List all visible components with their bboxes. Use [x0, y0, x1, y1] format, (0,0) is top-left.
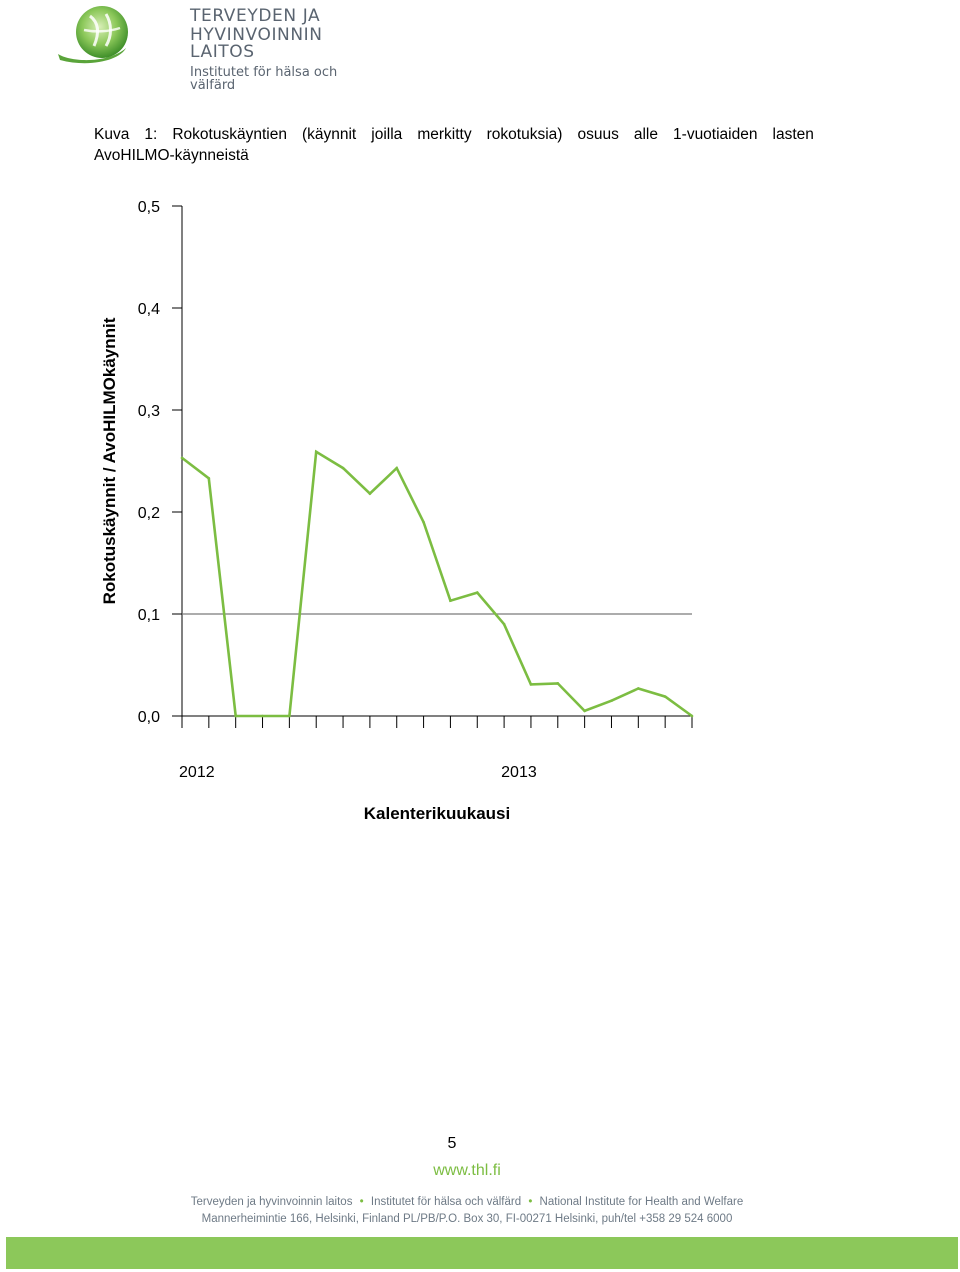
data-point: [529, 683, 533, 686]
caption-word: merkitty: [417, 126, 472, 143]
x-year-label: 2012: [179, 764, 215, 781]
org-name-sv: Institutet för hälsa och välfärd: [370, 1196, 522, 1208]
data-point: [234, 714, 237, 718]
caption-word: osuus: [577, 126, 619, 143]
caption-line-2: AvoHILMO-käynneistä: [94, 147, 249, 164]
y-tick-label: 0,1: [138, 607, 160, 624]
y-tick-label: 0,4: [138, 301, 160, 318]
thl-logo: TERVEYDEN JA HYVINVOINNIN LAITOS Institu…: [50, 2, 350, 92]
logo-line-2: HYVINVOINNIN LAITOS: [190, 25, 323, 62]
y-tick-label: 0,5: [138, 199, 160, 216]
series-group: [180, 449, 694, 718]
footer-address: Mannerheimintie 166, Helsinki, Finland P…: [201, 1213, 733, 1225]
bullet-separator: •: [528, 1196, 533, 1208]
logo-line-1: TERVEYDEN JA: [190, 6, 321, 26]
x-axis-title: Kalenterikuukausi: [364, 804, 510, 823]
caption-word: 1:: [144, 126, 158, 143]
bullet-separator: •: [359, 1196, 364, 1208]
footer-url-link[interactable]: www.thl.fi: [433, 1162, 501, 1179]
x-axis: 2012 2013: [179, 715, 693, 781]
data-point: [475, 591, 479, 594]
figure-caption: Kuva 1: Rokotuskäyntien (käynnit joilla …: [94, 124, 814, 166]
data-point: [422, 520, 425, 524]
data-point: [637, 687, 640, 690]
data-point: [341, 466, 345, 470]
y-axis: 0,0 0,1 0,2 0,3 0,4 0,5: [138, 199, 183, 726]
caption-word: Rokotuskäyntien: [172, 126, 287, 143]
thl-leaf-logo-icon: [58, 6, 128, 64]
data-point: [261, 714, 264, 718]
x-year-label: 2013: [501, 764, 537, 781]
data-point: [690, 714, 694, 718]
logo-line-3: Institutet för hälsa och välfärd: [190, 65, 338, 93]
caption-word: rokotuksia): [486, 126, 563, 143]
org-name-fi: Terveyden ja hyvinvoinnin laitos: [190, 1196, 353, 1208]
data-point: [610, 699, 613, 702]
data-point: [449, 599, 452, 603]
data-point: [395, 466, 399, 470]
caption-word: alle: [633, 126, 658, 143]
y-axis-title: Rokotuskäynnit / AvoHILMOkäynnit: [100, 317, 119, 604]
caption-word: joilla: [371, 126, 403, 143]
data-point: [502, 622, 506, 626]
y-tick-label: 0,0: [138, 709, 160, 726]
page-number: 5: [447, 1135, 457, 1152]
caption-word: (käynnit: [301, 126, 357, 143]
y-tick-label: 0,3: [138, 403, 160, 420]
data-point: [583, 709, 586, 713]
data-point: [314, 450, 318, 454]
caption-word: lasten: [772, 126, 814, 143]
data-point: [207, 477, 211, 480]
data-point: [663, 695, 667, 698]
y-tick-label: 0,2: [138, 505, 160, 522]
data-point: [556, 682, 560, 685]
caption-word: Kuva: [94, 126, 130, 143]
caption-line-1: Kuva 1: Rokotuskäyntien (käynnit joilla …: [94, 124, 814, 145]
series-line: [181, 449, 693, 718]
org-name-en: National Institute for Health and Welfar…: [539, 1196, 744, 1208]
data-point: [288, 714, 291, 718]
logo-wordmark: TERVEYDEN JA HYVINVOINNIN LAITOS Institu…: [190, 6, 350, 93]
data-point: [180, 456, 184, 460]
line-chart: 0,0 0,1 0,2 0,3 0,4 0,5 2012 2013 Rokotuskäynn…: [100, 199, 694, 823]
caption-word: 1-vuotiaiden: [673, 126, 758, 143]
footer-organization-names: Terveyden ja hyvinvoinnin laitos • Insti…: [0, 1196, 934, 1208]
data-point: [368, 492, 372, 495]
footer-green-bar: [6, 1237, 958, 1269]
